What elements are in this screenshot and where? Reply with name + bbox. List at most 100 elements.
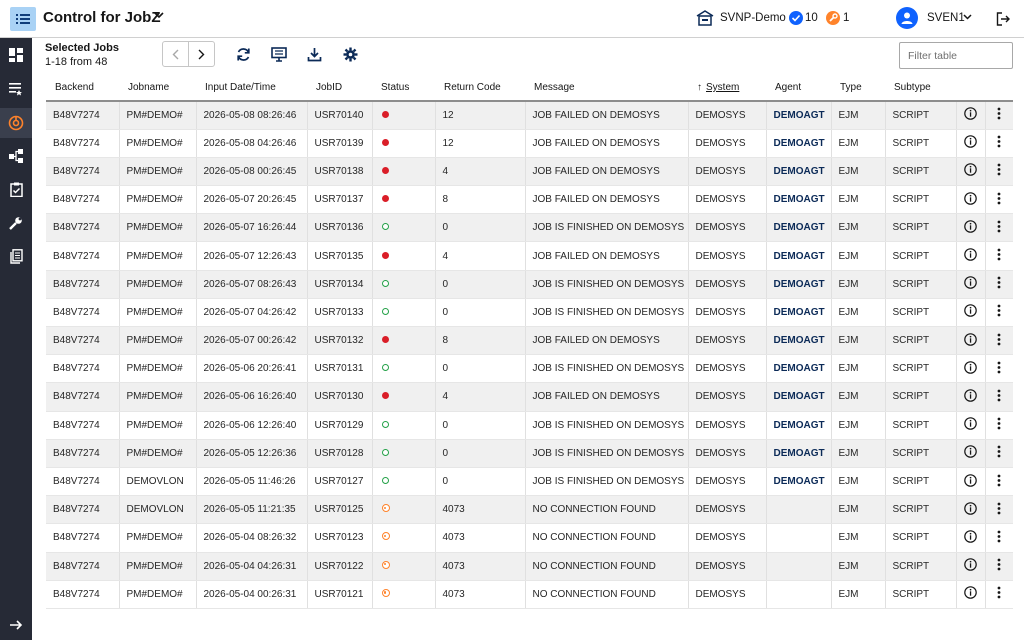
checkmark-status-icon[interactable] <box>789 11 803 25</box>
type-cell: EJM <box>830 101 885 130</box>
sidebar-item-documents[interactable] <box>0 241 32 271</box>
info-button[interactable] <box>955 129 985 158</box>
row-actions-button[interactable] <box>984 580 1013 609</box>
filter-table-input[interactable] <box>899 42 1013 69</box>
sidebar-item-tools[interactable] <box>0 208 32 238</box>
status-cell <box>371 213 435 243</box>
row-actions-button[interactable] <box>984 270 1013 299</box>
datetime-cell: 2026-05-05 11:46:26 <box>195 467 307 497</box>
info-button[interactable] <box>955 354 985 384</box>
info-button[interactable] <box>955 298 985 328</box>
info-button[interactable] <box>955 382 985 412</box>
table-row[interactable]: B48V7274 PM#DEMO# 2026-05-07 04:26:42 USR70… <box>46 298 1013 328</box>
column-header-return-code[interactable]: Return Code <box>435 75 525 102</box>
info-button[interactable] <box>955 552 985 581</box>
sidebar-item-monitor[interactable] <box>0 108 32 138</box>
refresh-button[interactable] <box>234 45 252 63</box>
info-button[interactable] <box>955 185 985 215</box>
type-cell: EJM <box>830 495 885 525</box>
table-row[interactable]: B48V7274 PM#DEMO# 2026-05-06 20:26:41 USR70… <box>46 354 1013 384</box>
column-header-agent[interactable]: Agent <box>766 75 831 102</box>
row-actions-button[interactable] <box>984 439 1013 468</box>
column-header-system[interactable]: ↑ System <box>688 75 766 102</box>
table-row[interactable]: B48V7274 PM#DEMO# 2026-05-04 00:26:31 USR70… <box>46 580 1013 609</box>
info-icon <box>964 360 977 374</box>
table-row[interactable]: B48V7274 PM#DEMO# 2026-05-07 12:26:43 USR70… <box>46 241 1013 271</box>
settings-button[interactable] <box>341 45 359 63</box>
row-actions-button[interactable] <box>984 241 1013 271</box>
row-actions-button[interactable] <box>984 129 1013 158</box>
logout-icon[interactable] <box>996 12 1010 26</box>
row-actions-button[interactable] <box>984 298 1013 328</box>
table-row[interactable]: B48V7274 DEMOVLON 2026-05-05 11:21:35 USR70… <box>46 495 1013 525</box>
info-button[interactable] <box>955 580 985 609</box>
sidebar-item-dashboard[interactable] <box>0 40 32 70</box>
row-actions-button[interactable] <box>984 185 1013 215</box>
chevron-down-icon[interactable] <box>963 14 972 20</box>
row-actions-button[interactable] <box>984 326 1013 356</box>
table-row[interactable]: B48V7274 PM#DEMO# 2026-05-08 08:26:46 USR70… <box>46 101 1013 130</box>
row-actions-button[interactable] <box>984 523 1013 553</box>
table-row[interactable]: B48V7274 PM#DEMO# 2026-05-08 00:26:45 USR70… <box>46 157 1013 187</box>
info-button[interactable] <box>955 270 985 299</box>
sidebar-item-workflow[interactable] <box>0 141 32 171</box>
info-button[interactable] <box>955 439 985 468</box>
column-header-jobid[interactable]: JobID <box>307 75 372 102</box>
sidebar-item-tasks[interactable] <box>0 174 32 204</box>
chevron-down-icon[interactable] <box>154 12 164 19</box>
sidebar-item-job-list[interactable] <box>0 74 32 104</box>
table-row[interactable]: B48V7274 PM#DEMO# 2026-05-06 16:26:40 USR70… <box>46 382 1013 412</box>
previous-page-button[interactable] <box>163 42 188 66</box>
next-page-button[interactable] <box>188 42 214 66</box>
column-header-backend[interactable]: Backend <box>46 75 119 102</box>
menu-toggle-button[interactable] <box>10 7 36 31</box>
display-settings-button[interactable] <box>270 45 288 63</box>
table-row[interactable]: B48V7274 PM#DEMO# 2026-05-07 00:26:42 USR70… <box>46 326 1013 356</box>
row-actions-button[interactable] <box>984 411 1013 440</box>
table-row[interactable]: B48V7274 PM#DEMO# 2026-05-07 20:26:45 USR70… <box>46 185 1013 215</box>
row-actions-button[interactable] <box>984 354 1013 384</box>
monitor-screen-icon <box>271 46 287 62</box>
info-button[interactable] <box>955 467 985 497</box>
system-name[interactable]: SVNP-Demo <box>720 12 786 24</box>
row-actions-button[interactable] <box>984 157 1013 187</box>
clipboard-icon <box>9 182 23 197</box>
row-actions-button[interactable] <box>984 552 1013 581</box>
row-actions-button[interactable] <box>984 495 1013 525</box>
row-actions-button[interactable] <box>984 382 1013 412</box>
info-button[interactable] <box>955 495 985 525</box>
info-button[interactable] <box>955 241 985 271</box>
app-title[interactable]: Control for JobZ <box>43 9 161 26</box>
sidebar-expand-button[interactable] <box>0 610 32 640</box>
info-button[interactable] <box>955 326 985 356</box>
info-button[interactable] <box>955 157 985 187</box>
row-actions-button[interactable] <box>984 467 1013 497</box>
column-header-status[interactable]: Status <box>372 75 435 102</box>
overflow-menu-icon <box>997 361 1001 374</box>
table-row[interactable]: B48V7274 PM#DEMO# 2026-05-05 12:26:36 USR70… <box>46 439 1013 468</box>
column-header-input-datetime[interactable]: Input Date/Time <box>196 75 307 102</box>
warning-wrench-icon[interactable] <box>826 11 840 25</box>
user-name[interactable]: SVEN1 <box>927 12 965 24</box>
table-row[interactable]: B48V7274 PM#DEMO# 2026-05-06 12:26:40 USR70… <box>46 411 1013 440</box>
info-button[interactable] <box>955 101 985 130</box>
column-header-message[interactable]: Message <box>525 75 688 102</box>
row-actions-button[interactable] <box>984 213 1013 243</box>
table-row[interactable]: B48V7274 PM#DEMO# 2026-05-04 08:26:32 USR70… <box>46 523 1013 553</box>
table-row[interactable]: B48V7274 DEMOVLON 2026-05-05 11:46:26 USR70… <box>46 467 1013 497</box>
warning-count: 1 <box>843 12 850 24</box>
table-row[interactable]: B48V7274 PM#DEMO# 2026-05-08 04:26:46 USR70… <box>46 129 1013 158</box>
download-button[interactable] <box>305 45 323 63</box>
table-row[interactable]: B48V7274 PM#DEMO# 2026-05-07 08:26:43 USR70… <box>46 270 1013 299</box>
table-row[interactable]: B48V7274 PM#DEMO# 2026-05-04 04:26:31 USR70… <box>46 552 1013 581</box>
rc-cell: 0 <box>434 411 525 440</box>
info-button[interactable] <box>955 523 985 553</box>
column-header-type[interactable]: Type <box>831 75 885 102</box>
info-button[interactable] <box>955 411 985 440</box>
avatar[interactable] <box>896 7 918 29</box>
row-actions-button[interactable] <box>984 101 1013 130</box>
table-row[interactable]: B48V7274 PM#DEMO# 2026-05-07 16:26:44 USR70… <box>46 213 1013 243</box>
column-header-jobname[interactable]: Jobname <box>119 75 196 102</box>
column-header-subtype[interactable]: Subtype <box>885 75 956 102</box>
info-button[interactable] <box>955 213 985 243</box>
